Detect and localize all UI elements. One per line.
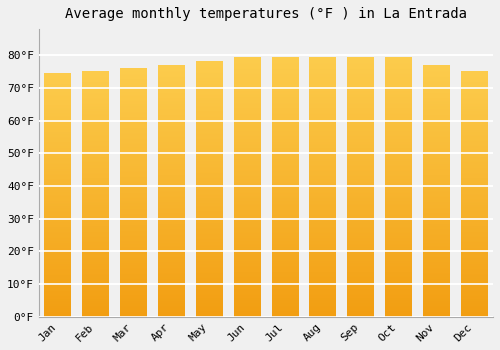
Title: Average monthly temperatures (°F ) in La Entrada: Average monthly temperatures (°F ) in La…	[65, 7, 467, 21]
